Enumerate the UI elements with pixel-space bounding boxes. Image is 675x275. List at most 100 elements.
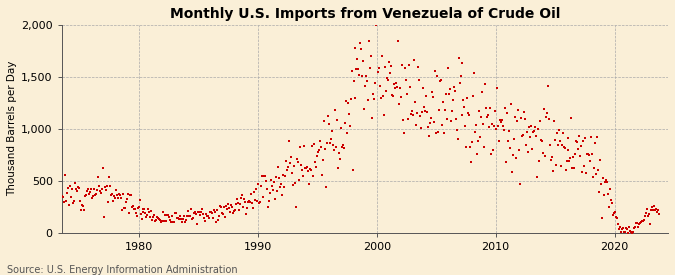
Point bbox=[109, 193, 119, 198]
Point bbox=[122, 192, 133, 196]
Point bbox=[185, 214, 196, 218]
Point bbox=[140, 211, 151, 215]
Point bbox=[372, 0, 383, 1]
Point bbox=[319, 119, 329, 123]
Point bbox=[503, 138, 514, 143]
Point bbox=[260, 174, 271, 178]
Point bbox=[154, 216, 165, 221]
Point bbox=[331, 118, 342, 122]
Point bbox=[158, 209, 169, 214]
Point bbox=[633, 221, 644, 226]
Point bbox=[584, 152, 595, 157]
Point bbox=[80, 194, 90, 199]
Point bbox=[535, 119, 545, 123]
Point bbox=[375, 84, 385, 89]
Point bbox=[257, 174, 268, 178]
Point bbox=[400, 66, 410, 70]
Point bbox=[99, 185, 110, 189]
Point bbox=[76, 208, 86, 212]
Point bbox=[579, 164, 590, 169]
Point bbox=[438, 131, 449, 135]
Point bbox=[395, 86, 406, 90]
Point bbox=[124, 193, 135, 197]
Point bbox=[221, 207, 232, 211]
Point bbox=[374, 66, 385, 70]
Point bbox=[394, 102, 404, 107]
Point bbox=[194, 210, 205, 215]
Point bbox=[360, 83, 371, 88]
Point bbox=[217, 211, 228, 216]
Point bbox=[272, 188, 283, 193]
Point bbox=[448, 84, 459, 89]
Point bbox=[325, 141, 335, 145]
Point bbox=[542, 84, 553, 89]
Point bbox=[101, 183, 112, 188]
Point bbox=[404, 63, 414, 67]
Point bbox=[489, 124, 500, 128]
Point bbox=[107, 199, 118, 203]
Point bbox=[80, 193, 91, 197]
Point bbox=[263, 205, 274, 209]
Point bbox=[248, 205, 259, 210]
Point bbox=[315, 144, 326, 149]
Point bbox=[205, 210, 215, 214]
Point bbox=[321, 185, 331, 189]
Point bbox=[605, 186, 616, 191]
Point bbox=[431, 73, 442, 78]
Point bbox=[639, 214, 650, 218]
Point bbox=[367, 116, 378, 121]
Point bbox=[582, 151, 593, 156]
Point bbox=[170, 211, 181, 216]
Point bbox=[291, 205, 302, 209]
Point bbox=[601, 178, 612, 182]
Point bbox=[113, 192, 124, 196]
Point bbox=[200, 211, 211, 216]
Point bbox=[603, 191, 614, 196]
Point bbox=[556, 143, 567, 148]
Point bbox=[573, 146, 584, 151]
Point bbox=[358, 59, 369, 64]
Point bbox=[88, 187, 99, 191]
Point bbox=[151, 218, 162, 222]
Point bbox=[634, 221, 645, 225]
Point bbox=[458, 98, 469, 102]
Point bbox=[554, 139, 565, 144]
Point bbox=[406, 109, 417, 113]
Point bbox=[165, 218, 176, 222]
Point bbox=[488, 148, 499, 152]
Point bbox=[537, 138, 547, 143]
Point bbox=[466, 160, 477, 164]
Point bbox=[555, 164, 566, 168]
Point bbox=[336, 145, 347, 149]
Point bbox=[82, 186, 93, 191]
Point bbox=[228, 209, 239, 213]
Point bbox=[153, 215, 164, 220]
Point bbox=[52, 199, 63, 203]
Point bbox=[196, 210, 207, 214]
Point bbox=[460, 123, 471, 128]
Point bbox=[192, 210, 203, 214]
Point bbox=[145, 215, 156, 219]
Point bbox=[577, 169, 588, 174]
Point bbox=[512, 119, 522, 123]
Point bbox=[138, 210, 149, 214]
Point bbox=[188, 210, 199, 215]
Point bbox=[186, 207, 196, 211]
Point bbox=[160, 213, 171, 218]
Point bbox=[531, 134, 541, 139]
Point bbox=[171, 211, 182, 216]
Point bbox=[183, 208, 194, 213]
Point bbox=[404, 85, 415, 89]
Point bbox=[383, 77, 394, 82]
Point bbox=[225, 203, 236, 207]
Point bbox=[67, 187, 78, 191]
Point bbox=[560, 168, 571, 172]
Point bbox=[95, 191, 106, 196]
Point bbox=[518, 133, 529, 138]
Point bbox=[412, 65, 423, 69]
Point bbox=[425, 121, 435, 125]
Point bbox=[546, 155, 557, 160]
Point bbox=[653, 212, 664, 217]
Point bbox=[144, 210, 155, 214]
Point bbox=[349, 46, 360, 50]
